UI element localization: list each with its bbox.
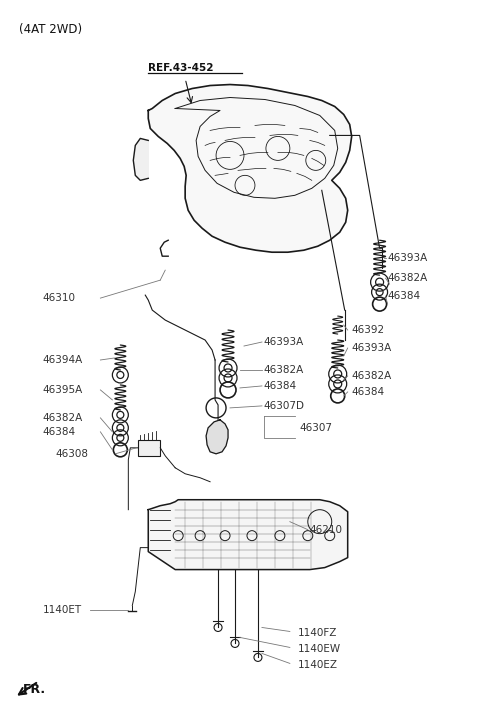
Text: 46210: 46210 <box>310 525 343 535</box>
Bar <box>138 439 160 456</box>
Text: 46393A: 46393A <box>352 343 392 353</box>
Text: 46384: 46384 <box>387 291 420 301</box>
Text: 46384: 46384 <box>352 387 385 397</box>
Text: 1140EW: 1140EW <box>298 645 341 655</box>
Text: REF.43-452: REF.43-452 <box>148 62 214 72</box>
Text: 46384: 46384 <box>43 427 76 437</box>
Text: 46393A: 46393A <box>264 337 304 347</box>
Text: 46308: 46308 <box>56 449 88 459</box>
Text: 46382A: 46382A <box>264 365 304 375</box>
Polygon shape <box>133 138 148 180</box>
Text: 46307: 46307 <box>300 423 333 433</box>
Text: 46384: 46384 <box>264 381 297 391</box>
Text: 46394A: 46394A <box>43 355 83 365</box>
Text: 46395A: 46395A <box>43 385 83 395</box>
Text: 1140FZ: 1140FZ <box>298 628 337 638</box>
Text: 46307D: 46307D <box>264 401 305 411</box>
Text: (4AT 2WD): (4AT 2WD) <box>19 23 82 36</box>
Polygon shape <box>148 500 348 569</box>
Text: 46392: 46392 <box>352 325 385 335</box>
Text: 46310: 46310 <box>43 293 75 303</box>
Text: 1140ET: 1140ET <box>43 604 82 614</box>
Text: 46382A: 46382A <box>43 413 83 423</box>
Text: 46382A: 46382A <box>352 371 392 381</box>
Polygon shape <box>148 84 352 252</box>
Text: 46382A: 46382A <box>387 273 428 283</box>
Polygon shape <box>206 420 228 454</box>
Text: 1140EZ: 1140EZ <box>298 660 338 670</box>
Text: FR.: FR. <box>23 683 46 696</box>
Text: 46393A: 46393A <box>387 253 428 263</box>
